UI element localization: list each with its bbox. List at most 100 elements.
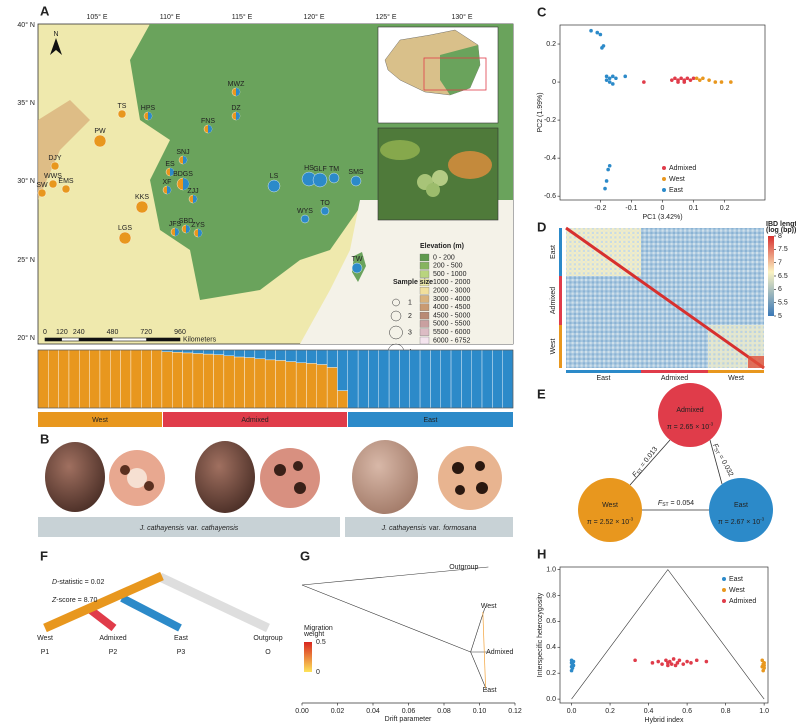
x-axis-label: Drift parameter: [385, 716, 432, 723]
admixture-bar: [130, 349, 142, 409]
admixture-bar: [368, 349, 379, 409]
fst-triangle: [629, 439, 723, 511]
point: [701, 76, 705, 81]
site-marker-share: [170, 168, 174, 176]
point: [676, 80, 680, 84]
site-marker: [312, 172, 328, 188]
variety-label-part: var.: [187, 525, 198, 532]
boundary-line: [571, 569, 765, 700]
site-label: HPS: [141, 105, 156, 112]
ibd-heatmap: [565, 226, 774, 370]
admixture-bar: [347, 349, 359, 409]
site-marker: [328, 172, 340, 184]
scale-label: 720: [140, 329, 152, 336]
site-marker: [48, 179, 58, 189]
elevation-swatch: [419, 311, 430, 320]
sample-size-label: 1: [408, 299, 412, 306]
y-tick-label: -0.2: [544, 117, 556, 124]
site-marker-share: [183, 178, 189, 190]
site-label: PW: [94, 128, 106, 135]
admixture-bar: [275, 349, 287, 361]
elevation-swatch: [419, 320, 430, 328]
y-axis-label: PC2 (1.99%): [537, 92, 544, 132]
point: [729, 80, 733, 84]
legend-marker: [662, 166, 666, 170]
z-score: Z-score = 8.70: [51, 597, 97, 604]
legend-title: weight: [303, 631, 324, 638]
site-label: EMS: [58, 178, 74, 185]
point: [614, 76, 618, 81]
admixture-bar: [254, 349, 266, 359]
site-label: TM: [329, 166, 339, 173]
site-marker: [37, 188, 47, 198]
colorbar-title: IBD length: [766, 221, 796, 228]
site-marker-share: [148, 112, 152, 120]
admixture-bar: [492, 349, 503, 409]
site-marker: [50, 161, 60, 171]
point: [681, 662, 686, 666]
fst-label-part: F: [658, 500, 663, 507]
point: [679, 76, 683, 81]
point: [673, 663, 678, 668]
legend-tick: 0: [316, 669, 320, 676]
fst-label: FST = 0.054: [658, 500, 694, 508]
population-pi-part: π = 2.67 × 10: [718, 519, 760, 526]
site-marker: [267, 179, 281, 193]
admixture-bar: [233, 349, 245, 358]
admixture-bar: [450, 349, 462, 409]
elevation-swatch: [419, 253, 430, 262]
lon-tick-label: 125° E: [375, 13, 396, 21]
admixture-bar: [337, 390, 348, 409]
scale-label: 120: [56, 329, 68, 336]
point: [713, 80, 718, 84]
admixture-bar: [223, 349, 235, 357]
y-tick-label: -0.4: [544, 155, 556, 162]
lat-tick-label: 30° N: [17, 177, 35, 185]
point: [675, 661, 680, 665]
variety-label-part: cathayensis: [201, 525, 238, 532]
lon-tick-label: 130° E: [451, 13, 472, 21]
point: [760, 658, 765, 663]
point: [689, 661, 693, 665]
site-marker: [350, 175, 362, 187]
admixture-bar: [244, 357, 256, 409]
site-label: GLF: [313, 166, 327, 173]
panel-label: D: [537, 219, 546, 234]
admixture-bar: [213, 349, 225, 355]
scale-label: 240: [73, 329, 85, 336]
site-marker: [118, 231, 132, 245]
population-name: West: [602, 502, 618, 509]
legend-marker: [722, 588, 726, 592]
site-marker-share: [183, 156, 187, 164]
point: [707, 78, 711, 82]
point: [666, 663, 670, 668]
elevation-class: 4000 - 4500: [433, 304, 470, 311]
x-tick-label: -0.2: [594, 205, 606, 212]
admixture-bar: [244, 349, 256, 358]
elevation-swatch: [419, 328, 430, 336]
x-tick-label: 0.00: [295, 708, 309, 715]
point: [697, 78, 702, 82]
population-name: East: [734, 502, 748, 509]
admixture-bar: [172, 352, 183, 409]
taxon-role: P3: [177, 649, 186, 656]
point: [603, 186, 607, 191]
point: [704, 659, 709, 664]
point: [762, 661, 766, 665]
tip-label: West: [481, 603, 497, 610]
admixture-bar: [461, 349, 472, 409]
point: [607, 163, 612, 168]
population-pi-part: π = 2.65 × 10: [667, 424, 709, 431]
point: [600, 46, 604, 50]
admixture-bar: [58, 349, 70, 409]
walnut-photos: [38, 440, 513, 537]
x-axis-label: Hybrid index: [645, 717, 684, 724]
tree-branch: [470, 651, 487, 691]
admixture-bar: [161, 351, 173, 409]
lon-tick-label: 120° E: [303, 13, 324, 21]
point: [595, 30, 600, 35]
site-marker: [135, 200, 149, 214]
taxon-name: Admixed: [99, 635, 126, 642]
legend-title: Migration: [304, 625, 333, 632]
